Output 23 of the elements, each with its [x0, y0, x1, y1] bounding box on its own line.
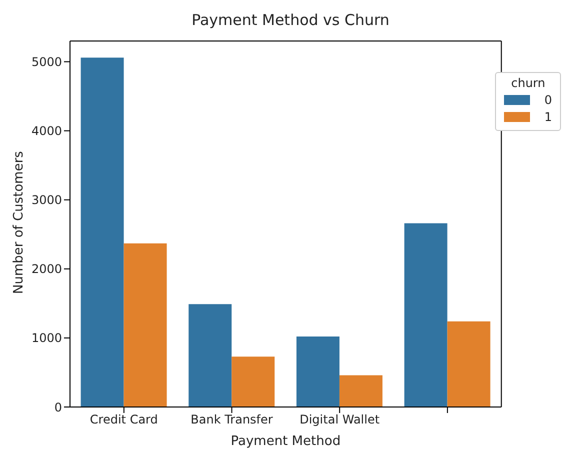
y-tick-label: 3000	[31, 193, 62, 208]
y-tick-label: 4000	[31, 124, 62, 138]
y-tick-label: 1000	[31, 331, 62, 346]
chart-title: Payment Method vs Churn	[190, 10, 390, 31]
legend-label: 0	[544, 93, 552, 107]
bar	[447, 321, 490, 407]
legend-title: churn	[510, 76, 546, 90]
bar	[80, 58, 124, 407]
bar	[124, 243, 167, 407]
bar	[404, 223, 448, 407]
x-tick-label: Credit Card	[90, 412, 158, 427]
x-tick-label: Digital Wallet	[300, 412, 380, 427]
y-tick-label: 0	[54, 400, 62, 414]
y-tick-label: 5000	[31, 54, 62, 69]
bar	[339, 375, 382, 407]
y-axis-title: Number of Customers	[12, 150, 27, 294]
bar	[188, 304, 232, 407]
legend-label: 1	[544, 110, 552, 124]
x-axis-title: Payment Method	[230, 434, 341, 449]
x-tick-label: Bank Transfer	[190, 412, 273, 427]
y-tick-label: 2000	[31, 262, 62, 276]
bar	[232, 356, 275, 407]
bar	[296, 336, 340, 407]
